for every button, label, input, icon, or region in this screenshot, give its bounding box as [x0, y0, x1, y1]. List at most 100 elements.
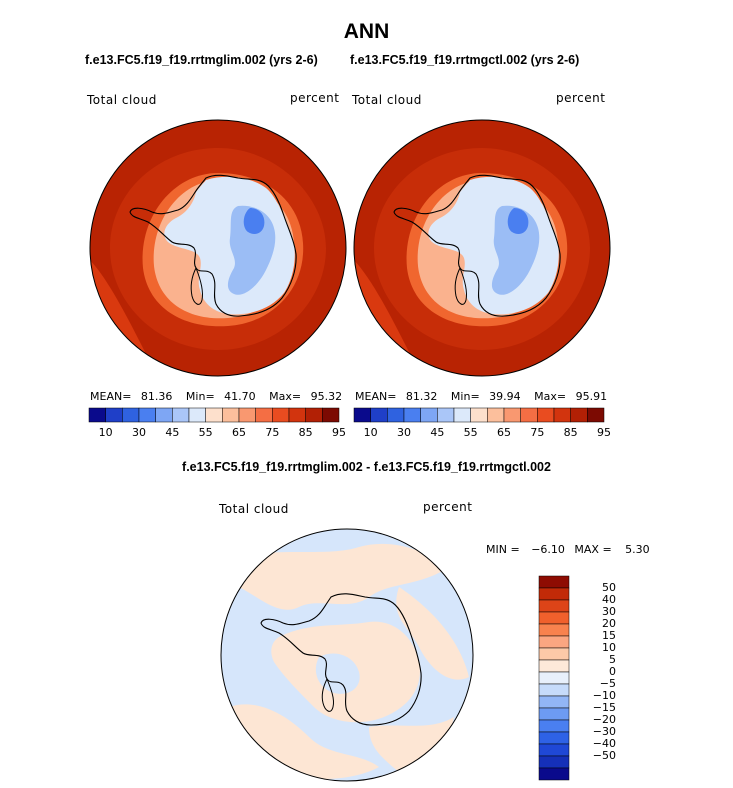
- colorbar-swatch: [222, 407, 240, 423]
- antarctica-pale: [428, 176, 559, 315]
- diff-colorbar-tick-label: 20: [602, 617, 616, 630]
- right-colorbar-ticks: 10 30 45 55 65 75 85 95: [354, 426, 611, 440]
- diff-peach-east: [396, 587, 469, 680]
- colorbar-swatch: [370, 407, 388, 423]
- colorbar-swatch: [155, 407, 173, 423]
- colorbar-swatch: [387, 407, 405, 423]
- left-min-label: Min=: [185, 390, 215, 403]
- colorbar-tick-label: 95: [597, 426, 611, 439]
- diff-peach-north: [239, 543, 449, 610]
- right-mean-label: MEAN=: [355, 390, 397, 403]
- diff-colorbar-swatch: [538, 683, 570, 697]
- right-panel-subtitle: f.e13.FC5.f19_f19.rrtmgctl.002 (yrs 2-6): [350, 53, 580, 67]
- diff-colorbar-swatch: [538, 719, 570, 733]
- colorbar-tick-label: 45: [165, 426, 180, 439]
- diff-colorbar-tick-label: 15: [602, 629, 616, 642]
- diff-colorbar-tick-label: 30: [602, 605, 616, 618]
- diff-colorbar-swatch: [538, 623, 570, 637]
- diff-colorbar-tick-label: −40: [592, 737, 616, 750]
- diff-colorbar-swatch: [538, 671, 570, 685]
- diff-stats: MIN = −6.10 MAX = 5.30: [486, 543, 650, 556]
- left-units-label: percent: [290, 91, 340, 105]
- diff-colorbar-swatch: [538, 575, 570, 589]
- diff-max-label: MAX =: [574, 543, 612, 556]
- colorbar-swatch: [570, 407, 588, 423]
- right-colorbar: [353, 407, 605, 423]
- left-panel-subtitle: f.e13.FC5.f19_f19.rrtmglim.002 (yrs 2-6): [85, 53, 318, 67]
- diff-colorbar-tick-label: −30: [592, 725, 616, 738]
- peninsula-coast: [190, 266, 203, 305]
- diff-colorbar-swatch: [538, 695, 570, 709]
- colorbar-swatch: [88, 407, 106, 423]
- colorbar-tick-label: 85: [563, 426, 578, 439]
- coastline: [393, 174, 561, 317]
- right-mean-value: 81.32: [405, 390, 438, 403]
- colorbar-swatch: [305, 407, 323, 423]
- left-variable-label: Total cloud: [87, 93, 157, 107]
- colorbar-swatch: [353, 407, 371, 423]
- left-min-value: 41.70: [224, 390, 256, 403]
- colorbar-tick-label: 10: [98, 426, 113, 439]
- right-variable-label: Total cloud: [352, 93, 422, 107]
- antarctica-deep-blue: [243, 208, 265, 234]
- antarctica-deep-blue: [507, 208, 529, 234]
- colorbar-tick-label: 85: [298, 426, 313, 439]
- map-border: [220, 528, 474, 782]
- diff-colorbar-swatch: [538, 635, 570, 649]
- diff-peach-southeast: [369, 717, 454, 777]
- colorbar-swatch: [172, 407, 190, 423]
- colorbar-tick-label: 95: [332, 426, 346, 439]
- diff-colorbar-tick-label: −15: [592, 701, 616, 714]
- left-mean-label: MEAN=: [90, 390, 132, 403]
- colorbar-tick-label: 55: [463, 426, 478, 439]
- diff-max-value: 5.30: [625, 543, 650, 556]
- antarctica-blue: [491, 205, 540, 295]
- diff-variable-label: Total cloud: [219, 502, 289, 516]
- colorbar-swatch: [403, 407, 421, 423]
- colorbar-swatch: [238, 407, 256, 423]
- diff-colorbar: [538, 575, 570, 781]
- map-border: [89, 119, 347, 377]
- diff-colorbar-swatch: [538, 743, 570, 757]
- colorbar-swatch: [553, 407, 571, 423]
- diff-colorbar-tick-label: 50: [602, 581, 616, 594]
- coastline: [129, 174, 297, 317]
- colorbar-tick-label: 30: [397, 426, 411, 439]
- figure-title: ANN: [343, 20, 390, 43]
- diff-colorbar-ticks: 50 40 30 20 15 10 5 0 −5 −10 −15 −20 −30 −40 −50: [576, 576, 616, 780]
- colorbar-swatch: [487, 407, 505, 423]
- left-colorbar: [88, 407, 340, 423]
- right-max-label: Max=: [534, 390, 567, 403]
- colorbar-swatch: [420, 407, 438, 423]
- diff-colorbar-tick-label: 40: [602, 593, 616, 606]
- left-max-value: 95.32: [310, 390, 343, 403]
- antarctica-pale: [164, 176, 295, 315]
- left-colorbar-ticks: 10 30 45 55 65 75 85 95: [89, 426, 346, 440]
- colorbar-swatch: [437, 407, 455, 423]
- colorbar-swatch: [255, 407, 273, 423]
- left-polar-map: [89, 119, 347, 377]
- diff-colorbar-tick-label: −10: [592, 689, 616, 702]
- colorbar-swatch: [322, 407, 340, 423]
- colorbar-tick-label: 45: [430, 426, 445, 439]
- colorbar-tick-label: 75: [265, 426, 280, 439]
- diff-min-label: MIN =: [486, 543, 520, 556]
- diff-colorbar-tick-label: 5: [609, 653, 616, 666]
- coastline: [260, 593, 422, 726]
- colorbar-swatch: [587, 407, 605, 423]
- diff-colorbar-swatch: [538, 767, 570, 781]
- colorbar-swatch: [188, 407, 206, 423]
- map-border: [353, 119, 611, 377]
- colorbar-tick-label: 75: [530, 426, 545, 439]
- colorbar-swatch: [453, 407, 471, 423]
- right-min-label: Min=: [450, 390, 480, 403]
- diff-colorbar-swatch: [538, 611, 570, 625]
- diff-panel-subtitle: f.e13.FC5.f19_f19.rrtmglim.002 - f.e13.F…: [182, 460, 551, 474]
- colorbar-tick-label: 65: [497, 426, 511, 439]
- diff-colorbar-swatch: [538, 587, 570, 601]
- diff-colorbar-tick-label: −5: [599, 677, 616, 690]
- peninsula-coast: [454, 266, 467, 305]
- colorbar-swatch: [105, 407, 123, 423]
- diff-colorbar-swatch: [538, 731, 570, 745]
- right-units-label: percent: [556, 91, 606, 105]
